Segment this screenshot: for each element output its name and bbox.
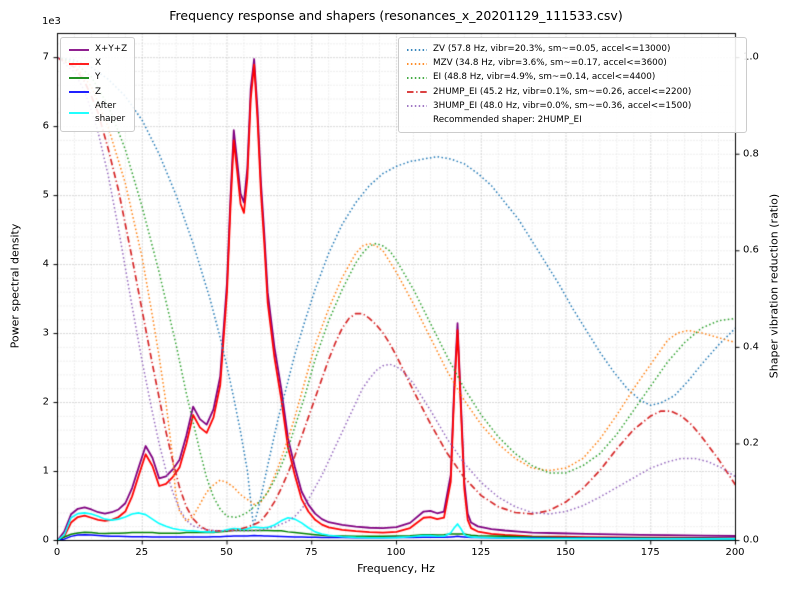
y-left-tick-label: 7 bbox=[42, 51, 49, 63]
x-line-sample bbox=[69, 62, 89, 65]
y-left-tick-label: 3 bbox=[42, 327, 49, 339]
2hump-ei-line-sample bbox=[407, 91, 427, 94]
mzv-line-sample bbox=[407, 62, 427, 65]
y-right-tick-label: 0.2 bbox=[743, 437, 759, 449]
legend-item-label: Z bbox=[95, 86, 102, 97]
legend-item-zv: ZV (57.8 Hz, vibr=20.3%, sm~=0.05, accel… bbox=[406, 43, 739, 56]
legend-item-mzv: MZV (34.8 Hz, vibr=3.6%, sm~=0.17, accel… bbox=[406, 57, 739, 70]
y-right-tick-label: 0.6 bbox=[743, 244, 759, 256]
z-line-sample bbox=[69, 91, 89, 94]
y-right-tick-label: 0.8 bbox=[743, 148, 759, 160]
legend-item-after-shaper: After shaper bbox=[68, 100, 127, 126]
legend-item-3hump-ei: 3HUMP_EI (48.0 Hz, vibr=0.0%, sm~=0.36, … bbox=[406, 100, 739, 113]
y-axis-right-label: Shaper vibration reduction (ratio) bbox=[767, 193, 781, 379]
legend-item-ei: EI (48.8 Hz, vibr=4.9%, sm~=0.14, accel<… bbox=[406, 71, 739, 84]
x-tick-label: 25 bbox=[135, 547, 149, 558]
ei-line-sample bbox=[407, 77, 427, 79]
x-tick-label: 75 bbox=[304, 547, 318, 558]
legend-shapers: ZV (57.8 Hz, vibr=20.3%, sm~=0.05, accel… bbox=[398, 37, 747, 134]
x-tick-label: 125 bbox=[471, 547, 491, 558]
x-tick-label: 50 bbox=[220, 547, 233, 558]
x-tick-label: 175 bbox=[640, 547, 660, 558]
legend-item-label: EI (48.8 Hz, vibr=4.9%, sm~=0.14, accel<… bbox=[433, 72, 656, 83]
legend-item-y: Y bbox=[68, 71, 127, 84]
chart-title: Frequency response and shapers (resonanc… bbox=[169, 8, 623, 23]
x-tick-label: 100 bbox=[386, 547, 406, 558]
xyz-line-sample bbox=[69, 48, 89, 51]
after-shaper-line-sample bbox=[69, 112, 89, 114]
y-left-tick-label: 4 bbox=[42, 258, 49, 270]
3hump-ei-line-sample bbox=[407, 105, 427, 108]
y-left-tick-label: 2 bbox=[42, 396, 49, 408]
x-axis-label: Frequency, Hz bbox=[357, 562, 435, 575]
zv-line-sample bbox=[407, 48, 427, 51]
y-right-tick-label: 1.0 bbox=[743, 51, 759, 63]
y-left-tick-label: 5 bbox=[42, 189, 49, 201]
y-right-tick-label: 0.0 bbox=[743, 534, 759, 546]
y-axis-offset-label: 1e3 bbox=[42, 16, 61, 27]
legend-item-xyz: X+Y+Z bbox=[68, 43, 127, 56]
x-tick-label: 0 bbox=[53, 547, 61, 558]
legend-psd: X+Y+Z X Y Z After shaper bbox=[60, 37, 136, 133]
legend-item-label: X+Y+Z bbox=[95, 44, 128, 54]
legend-item-label: 2HUMP_EI (45.2 Hz, vibr=0.1%, sm~=0.26, … bbox=[433, 86, 692, 97]
legend-item-label: Y bbox=[95, 72, 101, 83]
legend-item-label: 3HUMP_EI (48.0 Hz, vibr=0.0%, sm~=0.36, … bbox=[433, 100, 692, 111]
y-right-tick-label: 0.4 bbox=[743, 341, 759, 353]
legend-item-label: After shaper bbox=[95, 100, 126, 124]
y-left-tick-label: 1 bbox=[42, 465, 49, 477]
x-tick-label: 150 bbox=[555, 547, 576, 558]
legend-item-label: ZV (57.8 Hz, vibr=20.3%, sm~=0.05, accel… bbox=[433, 44, 671, 54]
legend-item-label: X bbox=[95, 58, 102, 69]
y-axis-left-label: Power spectral density bbox=[8, 223, 22, 349]
legend-item-label: MZV (34.8 Hz, vibr=3.6%, sm~=0.17, accel… bbox=[433, 58, 667, 69]
y-left-tick-label: 0 bbox=[42, 534, 49, 546]
legend-item-z: Z bbox=[68, 86, 127, 99]
legend-item-2hump-ei: 2HUMP_EI (45.2 Hz, vibr=0.1%, sm~=0.26, … bbox=[406, 86, 739, 99]
recommended-shaper-note: Recommended shaper: 2HUMP_EI bbox=[433, 114, 582, 125]
y-left-tick-label: 6 bbox=[42, 120, 49, 132]
x-tick-label: 200 bbox=[725, 547, 745, 558]
legend-item-x: X bbox=[68, 57, 127, 70]
y-line-sample bbox=[69, 77, 89, 79]
